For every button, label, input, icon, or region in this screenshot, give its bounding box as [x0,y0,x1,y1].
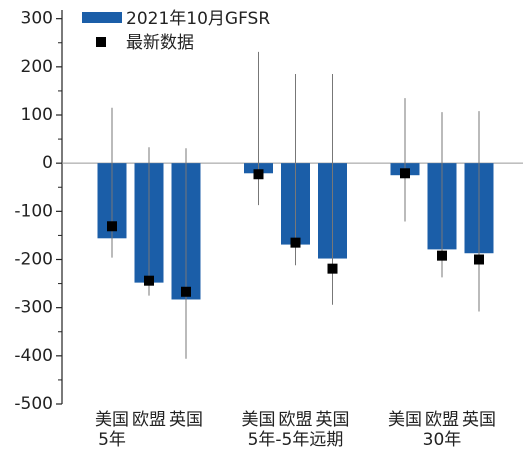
group-label: 30年 [423,430,462,449]
y-tick-label: -400 [14,346,53,366]
marker [290,237,301,248]
group-label: 5年-5年远期 [248,430,344,449]
marker [181,286,191,297]
y-tick-label: 100 [21,105,53,125]
marker [474,254,484,265]
legend-label: 最新数据 [126,33,194,53]
x-tick-label: 英国 [169,410,203,430]
x-tick-label: 英国 [316,410,350,430]
marker [437,250,447,261]
y-tick-label: -500 [14,394,53,414]
y-tick-label: -300 [14,298,53,318]
x-tick-label: 美国 [388,410,422,430]
x-tick-label: 欧盟 [279,410,313,430]
x-tick-label: 美国 [95,410,129,430]
group-label: 5年 [98,430,126,449]
x-tick-label: 欧盟 [425,410,459,430]
y-tick-label: 200 [21,57,53,77]
marker [400,168,410,179]
y-tick-label: 0 [42,153,53,173]
marker [107,221,117,232]
y-tick-label: -100 [14,201,53,221]
x-tick-label: 英国 [462,410,496,430]
legend-label: 2021年10月GFSR [126,9,270,29]
y-tick-label: 300 [21,9,53,29]
legend-swatch [96,37,106,47]
y-tick-label: -200 [14,250,53,270]
marker [327,263,338,274]
x-tick-label: 美国 [242,410,276,430]
legend-swatch [82,12,122,23]
marker [253,169,264,180]
x-tick-label: 欧盟 [132,410,166,430]
marker [144,275,154,286]
